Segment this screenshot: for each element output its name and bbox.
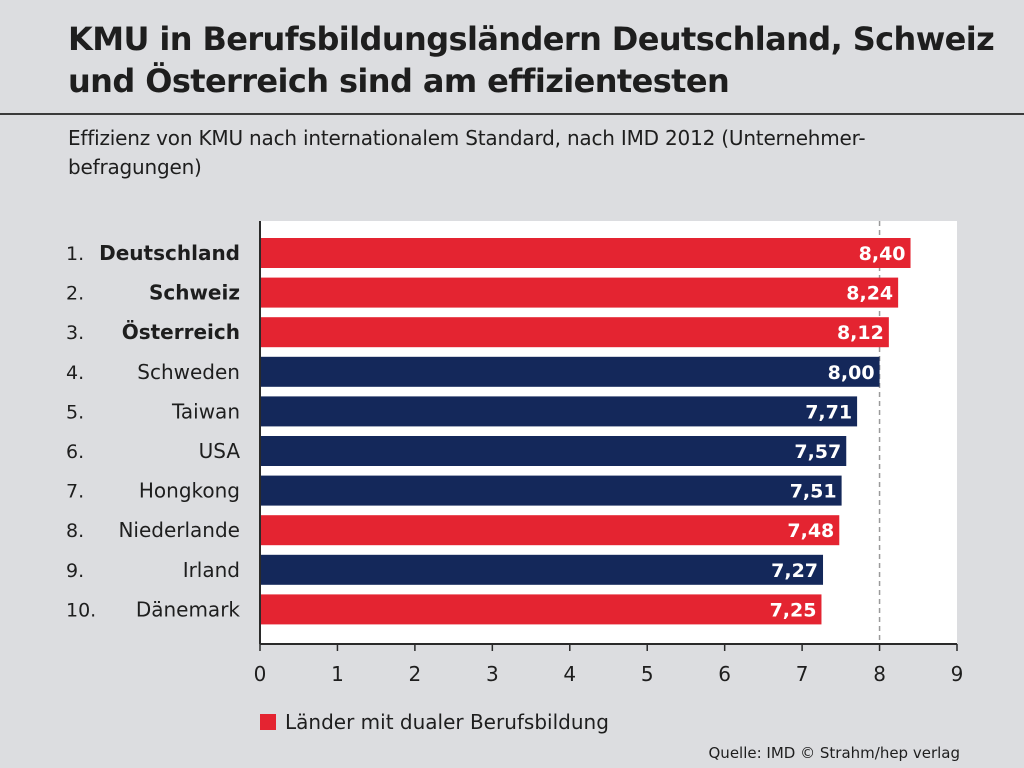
bar-value-label: 8,00 (828, 362, 875, 384)
bar (260, 594, 822, 625)
bar-value-label: 7,25 (770, 599, 817, 621)
country-label: Niederlande (118, 518, 240, 542)
subtitle-line-1: Effizienz von KMU nach internationalem S… (68, 126, 866, 150)
bar-chart: 8,40 1. Deutschland 8,24 2. Schweiz 8,12 3. Öste… (66, 221, 964, 686)
bar (260, 238, 911, 268)
bar-value-label: 7,71 (805, 401, 852, 423)
x-tick-label: 6 (718, 662, 731, 686)
country-label: Taiwan (171, 399, 240, 423)
rank-label: 10. (66, 599, 96, 621)
rank-label: 6. (66, 441, 84, 463)
legend-swatch-dual (260, 714, 276, 730)
bar (260, 277, 899, 308)
x-tick-label: 9 (951, 662, 964, 686)
x-tick-label: 1 (331, 662, 344, 686)
legend-label: Länder mit dualer Berufsbildung (285, 710, 609, 734)
x-tick-label: 4 (563, 662, 576, 686)
x-tick-label: 8 (873, 662, 886, 686)
bar (260, 317, 889, 348)
bar-value-label: 8,12 (837, 322, 884, 344)
subtitle-line-2: befragungen) (68, 155, 202, 179)
bar (260, 475, 842, 506)
rank-label: 9. (66, 560, 84, 582)
bar (260, 436, 847, 466)
rank-label: 4. (66, 362, 84, 384)
rank-label: 7. (66, 481, 84, 503)
rank-label: 2. (66, 283, 84, 305)
x-tick-label: 2 (409, 662, 422, 686)
bar (260, 396, 858, 427)
x-tick-label: 7 (796, 662, 809, 686)
header-divider (0, 113, 1024, 115)
title-line-2: und Österreich sind am effizientesten (68, 62, 730, 100)
bar (260, 515, 840, 546)
rank-label: 5. (66, 401, 84, 423)
rank-label: 8. (66, 520, 84, 542)
bar (260, 554, 824, 585)
bar-value-label: 8,40 (859, 243, 906, 265)
legend: Länder mit dualer Berufsbildung (260, 708, 609, 736)
x-tick-label: 3 (486, 662, 499, 686)
country-label: Deutschland (99, 241, 240, 265)
chart-subtitle: Effizienz von KMU nach internationalem S… (68, 124, 948, 182)
x-tick-label: 5 (641, 662, 654, 686)
country-label: Hongkong (139, 479, 240, 503)
country-label: USA (199, 439, 241, 463)
rank-label: 3. (66, 322, 84, 344)
bar-value-label: 7,51 (790, 481, 837, 503)
title-line-1: KMU in Berufsbildungsländern Deutschland… (68, 20, 995, 58)
country-label: Schweden (137, 360, 240, 384)
bar-value-label: 7,48 (787, 520, 834, 542)
bar-value-label: 7,57 (794, 441, 841, 463)
rank-label: 1. (66, 243, 84, 265)
country-label: Österreich (122, 320, 240, 344)
x-tick-label: 0 (254, 662, 267, 686)
bar-value-label: 8,24 (846, 283, 893, 305)
bar (260, 356, 880, 387)
country-label: Dänemark (136, 597, 241, 621)
country-label: Irland (183, 558, 240, 582)
bar-value-label: 7,27 (771, 560, 818, 582)
chart-title: KMU in Berufsbildungsländern Deutschland… (68, 18, 1008, 102)
country-label: Schweiz (149, 281, 240, 305)
source-credit: Quelle: IMD © Strahm/hep verlag (708, 744, 961, 762)
